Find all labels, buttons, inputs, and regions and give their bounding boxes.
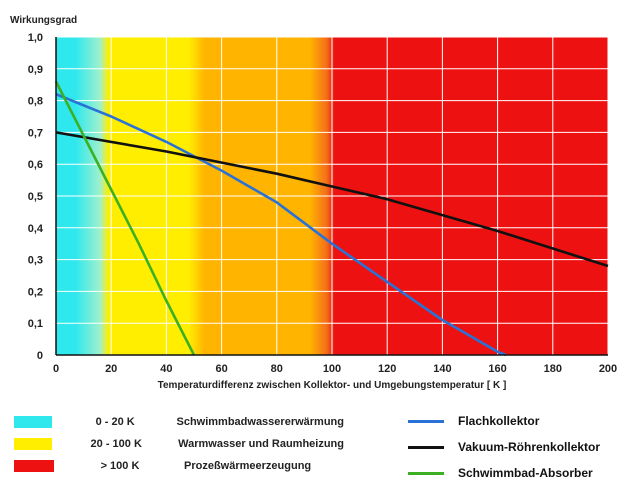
axes <box>55 37 608 356</box>
x-tick-label: 0 <box>53 363 59 375</box>
x-tick-label: 180 <box>544 363 562 375</box>
y-tick-label: 0,1 <box>28 318 43 330</box>
y-tick-label: 0,5 <box>28 191 43 203</box>
zone-description: Warmwasser und Raumheizung <box>178 438 344 450</box>
y-tick-label: 0,7 <box>28 127 43 139</box>
y-tick-label: 0,2 <box>28 286 43 298</box>
efficiency-chart: 0 20 40 60 80 100 120 140 160 180 200 0 0,1 0,2 0,3 0,4… <box>10 15 617 391</box>
zone-description: Schwimmbadwassererwärmung <box>176 416 344 428</box>
zone-range: 20 - 100 K <box>90 438 142 450</box>
zone-description: Prozeßwärmeerzeugung <box>184 460 312 472</box>
series-legend-row: Vakuum-Röhrenkollektor <box>408 434 638 460</box>
y-tick-label: 0,4 <box>28 223 44 235</box>
x-tick-label: 200 <box>599 363 617 375</box>
x-tick-label: 140 <box>433 363 451 375</box>
series-name: Vakuum-Röhrenkollektor <box>458 440 601 454</box>
series-swatch-black <box>408 445 444 449</box>
x-tick-label: 20 <box>105 363 117 375</box>
x-tick-label: 60 <box>215 363 227 375</box>
series-line-schwimmbad-absorber <box>54 80 196 356</box>
grid-lines <box>55 36 609 356</box>
zone-range: 0 - 20 K <box>95 416 135 428</box>
y-tick-label: 0,6 <box>28 159 43 171</box>
x-tick-label: 120 <box>378 363 396 375</box>
y-tick-label: 0,9 <box>28 64 43 76</box>
series-legend-row: Schwimmbad-Absorber <box>408 460 638 486</box>
x-tick-label: 40 <box>160 363 172 375</box>
tick-labels: 0 20 40 60 80 100 120 140 160 180 200 0 0,1 0,2 0,3 0,4… <box>28 32 617 375</box>
series-name: Schwimmbad-Absorber <box>458 466 593 480</box>
x-tick-label: 80 <box>271 363 283 375</box>
series-lines <box>54 80 609 357</box>
y-tick-label: 0,8 <box>28 96 43 108</box>
y-tick-label: 0,3 <box>28 255 43 267</box>
zone-legend-row: 20 - 100 K Warmwasser und Raumheizung <box>14 433 344 455</box>
y-axis-title: Wirkungsgrad <box>10 15 77 26</box>
x-tick-label: 160 <box>488 363 506 375</box>
zone-swatch-cyan <box>14 416 52 428</box>
y-tick-label: 1,0 <box>28 32 43 44</box>
zone-swatch-red <box>14 460 54 472</box>
series-legend: Flachkollektor Vakuum-Röhrenkollektor Sc… <box>408 408 638 486</box>
zone-range: > 100 K <box>100 460 140 472</box>
series-name: Flachkollektor <box>458 414 540 428</box>
series-line-flachkollektor <box>55 92 507 357</box>
series-legend-row: Flachkollektor <box>408 408 638 434</box>
zone-legend-row: > 100 K Prozeßwärmeerzeugung <box>14 455 344 477</box>
x-axis-title: Temperaturdifferenz zwischen Kollektor- … <box>158 380 507 391</box>
series-line-vakuum-r-hrenkollektor <box>55 131 609 268</box>
zone-legend: 0 - 20 K Schwimmbadwassererwärmung 20 - … <box>14 411 344 477</box>
zone-legend-row: 0 - 20 K Schwimmbadwassererwärmung <box>14 411 344 433</box>
y-tick-label: 0 <box>37 350 43 362</box>
zone-swatch-yellow <box>14 438 53 450</box>
series-swatch-green <box>408 471 444 475</box>
series-swatch-blue <box>408 419 444 423</box>
x-tick-label: 100 <box>323 363 341 375</box>
